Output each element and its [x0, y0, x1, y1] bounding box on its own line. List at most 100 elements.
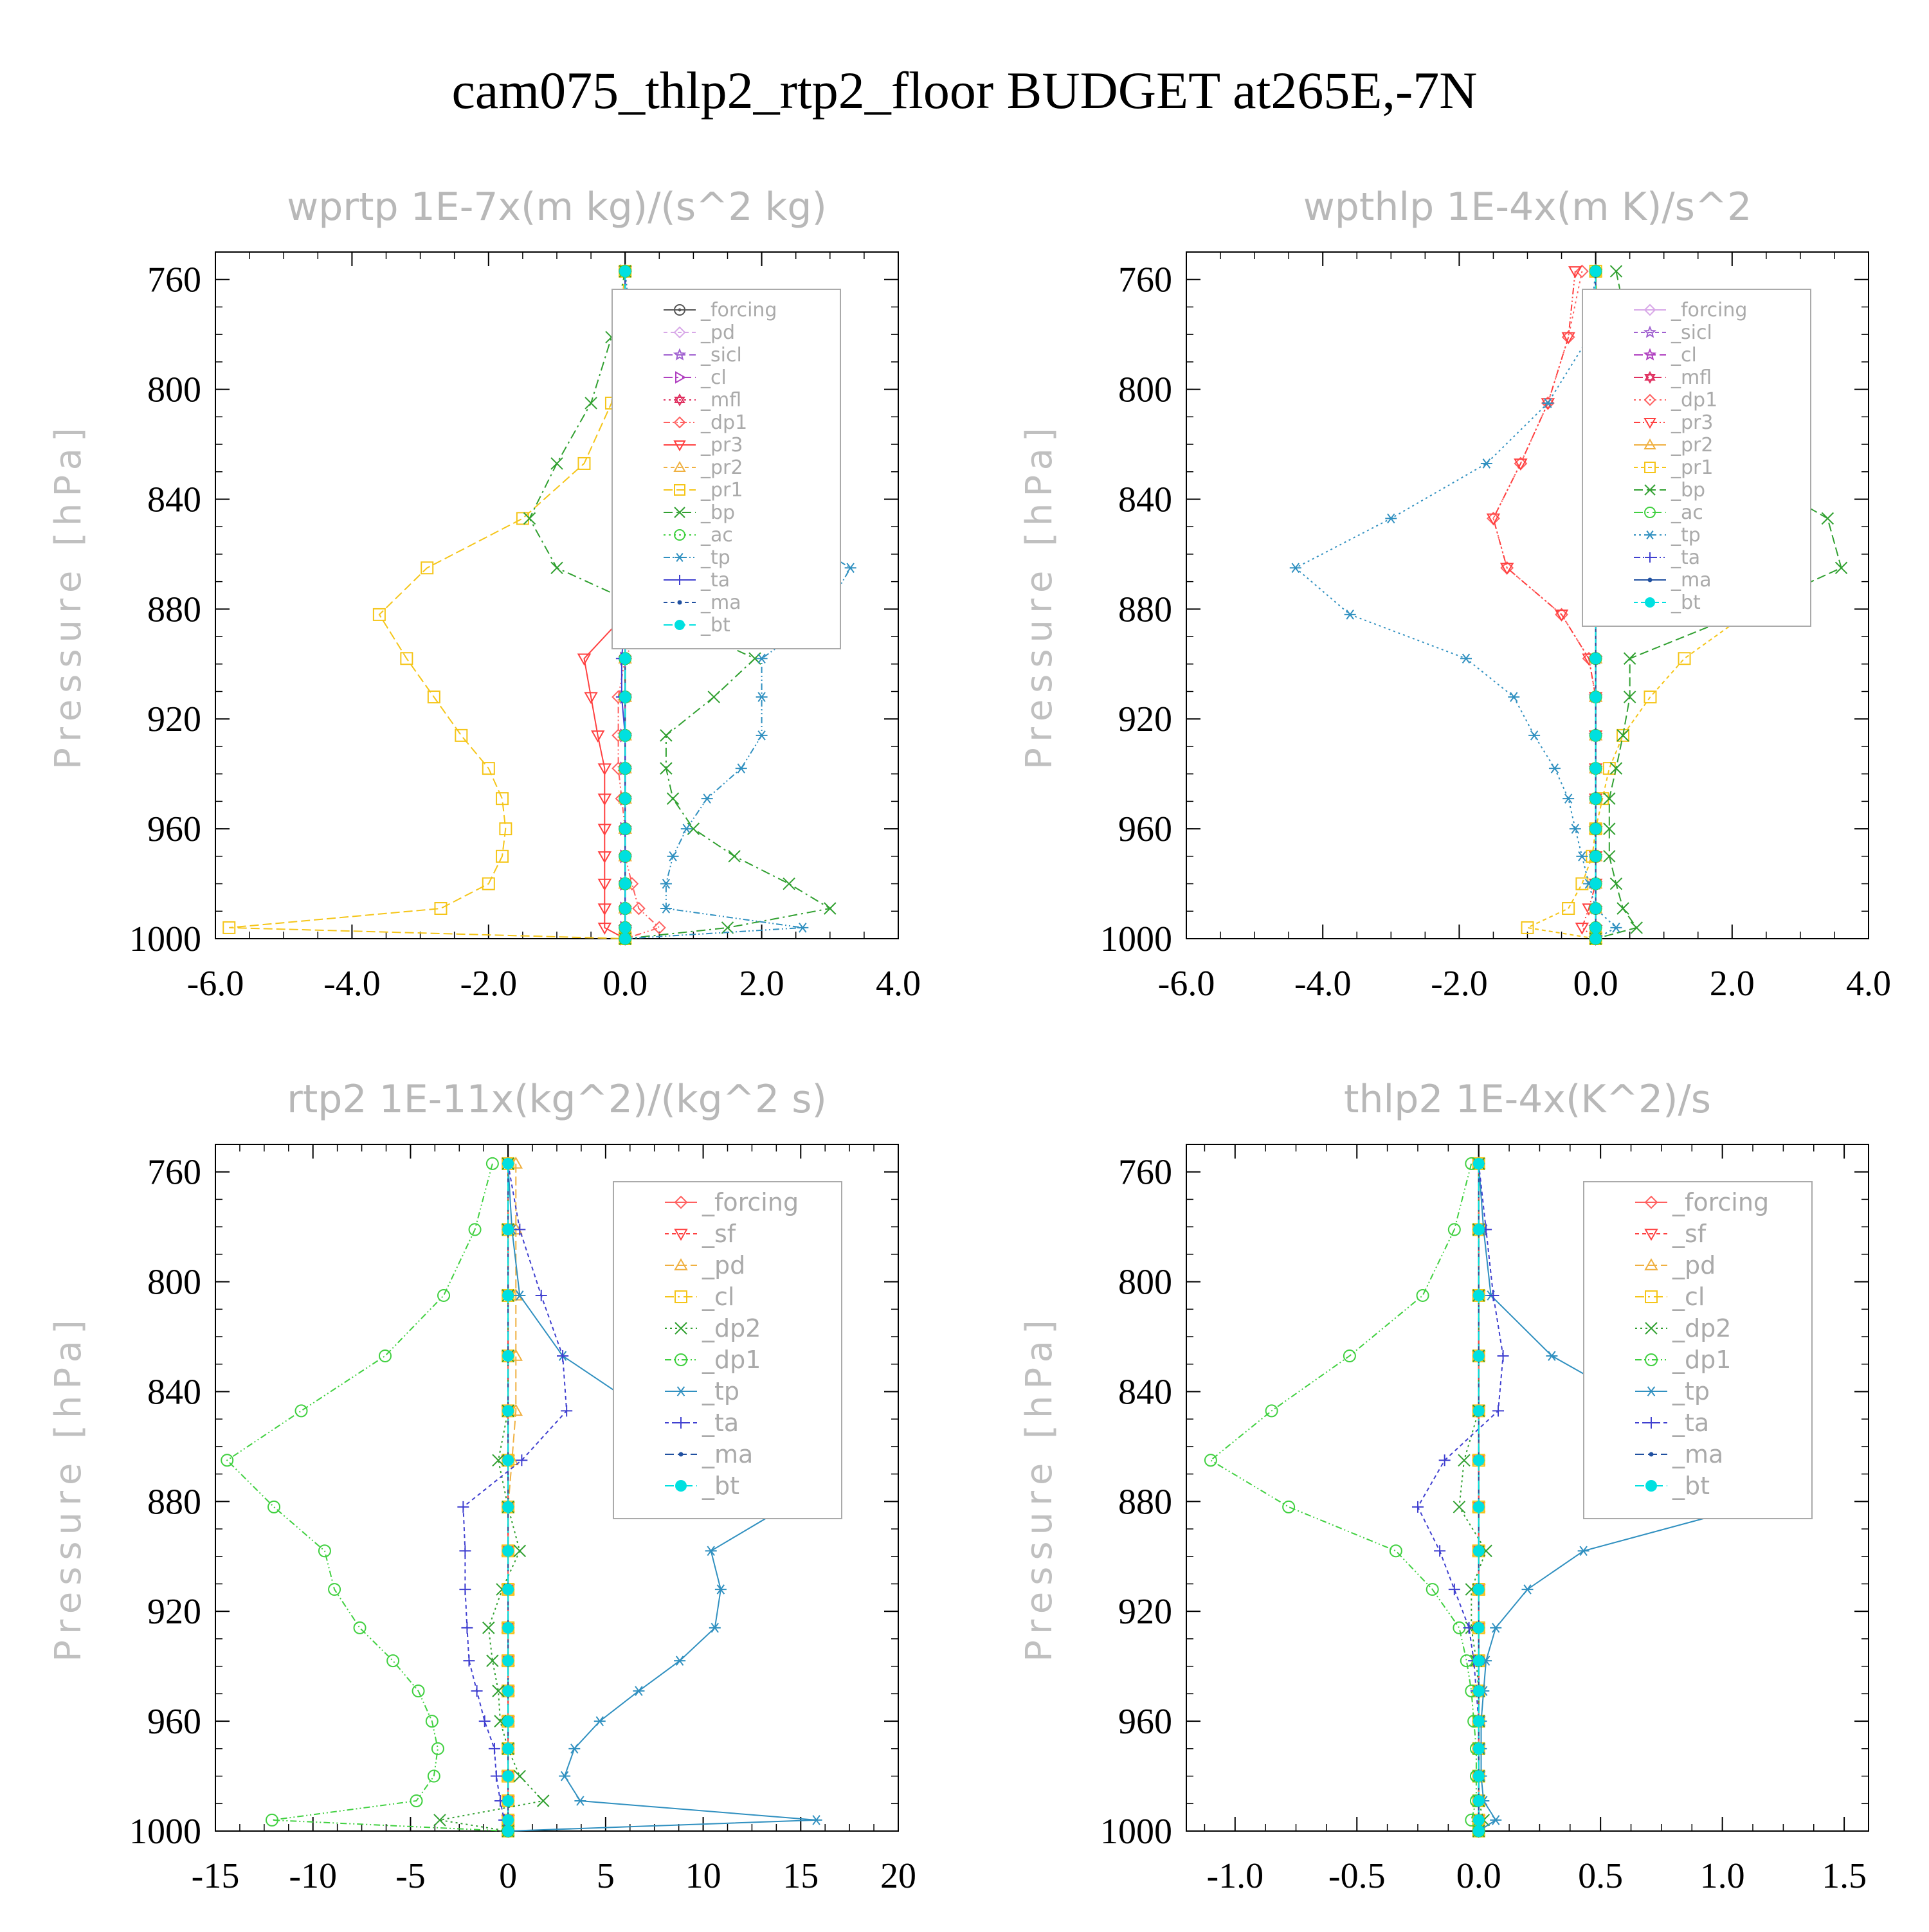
- legend-marker: [674, 1258, 688, 1270]
- data-point: [267, 1500, 281, 1513]
- legend-label: _forcing: [1672, 1188, 1769, 1216]
- y-tick-label: 840: [1118, 480, 1172, 519]
- y-tick-label: 960: [1118, 1702, 1172, 1742]
- legend-label: _tp: [702, 1377, 739, 1405]
- data-point: [1602, 762, 1616, 775]
- data-point: [1548, 763, 1561, 773]
- legend-marker: [675, 1417, 687, 1429]
- legend-label: _pr1: [700, 479, 743, 501]
- data-point: [502, 1814, 514, 1826]
- data-point: [1521, 921, 1534, 934]
- x-tick-label: 4.0: [876, 964, 921, 1004]
- data-point: [756, 653, 768, 664]
- legend-label: _pr3: [1671, 411, 1713, 434]
- data-point: [1528, 730, 1541, 741]
- legend-marker: [675, 620, 685, 630]
- series-line: [226, 1163, 509, 1832]
- data-point: [378, 1349, 392, 1362]
- data-point: [619, 793, 631, 805]
- data-point: [502, 1795, 514, 1807]
- data-point: [1448, 1584, 1460, 1596]
- series-line: [1294, 271, 1618, 939]
- data-point: [1499, 563, 1514, 575]
- legend-item: _pd: [1635, 1251, 1716, 1279]
- data-point: [468, 1223, 482, 1236]
- x-tick-label: 4.0: [1846, 964, 1891, 1004]
- data-point: [427, 691, 440, 704]
- data-point: [1472, 1795, 1485, 1807]
- legend-label: _dp1: [702, 1346, 761, 1374]
- data-point: [1472, 1405, 1485, 1417]
- y-tick-label: 800: [147, 370, 201, 410]
- legend-item: _bp: [1634, 479, 1705, 501]
- x-tick-label: -0.5: [1328, 1856, 1386, 1896]
- data-point: [1472, 1584, 1485, 1596]
- series-dp1: [1204, 1157, 1485, 1837]
- data-point: [410, 1794, 423, 1808]
- legend-box: [1582, 289, 1811, 627]
- legend-item: _tp: [665, 1377, 739, 1405]
- data-point: [502, 1223, 514, 1236]
- data-point: [1617, 728, 1630, 742]
- data-point: [1385, 513, 1397, 524]
- data-point: [1472, 1655, 1485, 1667]
- data-point: [1589, 265, 1602, 277]
- data-point: [1472, 1223, 1485, 1236]
- legend-item: _pr1: [664, 479, 743, 501]
- data-point: [1434, 1545, 1446, 1557]
- legend-item: _mfl: [664, 389, 741, 411]
- data-point: [1472, 1814, 1485, 1826]
- data-point: [701, 793, 713, 804]
- data-point: [265, 1813, 278, 1827]
- legend-marker: [1645, 597, 1655, 608]
- data-point: [1204, 1454, 1217, 1467]
- data-point: [516, 1454, 528, 1467]
- series-line: [439, 1163, 545, 1832]
- legend-item: _dp1: [1635, 1346, 1731, 1374]
- data-point: [709, 1623, 721, 1633]
- legend-item: _bt: [1634, 591, 1701, 614]
- chart-panel-3: 760 800 840 880 920 960 1000-15 -10 -5 0 5 10 15 20 rt…: [48, 1077, 916, 1896]
- x-tick-label: 20: [880, 1856, 916, 1896]
- legend-marker: [1645, 1480, 1657, 1492]
- y-tick-label: 960: [1118, 809, 1172, 849]
- data-point: [1603, 822, 1616, 835]
- data-point: [459, 1545, 471, 1557]
- data-point: [488, 1742, 500, 1755]
- data-point: [427, 1769, 440, 1783]
- data-point: [597, 824, 612, 836]
- data-point: [502, 1685, 514, 1697]
- y-tick-label: 840: [1118, 1372, 1172, 1412]
- data-point: [1589, 933, 1602, 944]
- data-point: [1453, 1501, 1466, 1513]
- data-point: [660, 762, 673, 775]
- data-point: [490, 1770, 502, 1782]
- data-point: [1589, 850, 1602, 862]
- data-point: [502, 1545, 514, 1557]
- data-point: [496, 849, 509, 863]
- legend-marker: [1644, 438, 1656, 449]
- data-point: [584, 692, 598, 705]
- legend-item: _ta: [1635, 1409, 1709, 1437]
- legend-marker: [677, 600, 682, 605]
- data-point: [502, 1715, 514, 1728]
- legend-item: _dp2: [1635, 1314, 1731, 1342]
- data-point: [1472, 1685, 1485, 1697]
- data-point: [660, 903, 672, 914]
- data-point: [1609, 762, 1623, 775]
- legend-label: _forcing: [700, 299, 777, 321]
- data-point: [633, 1686, 645, 1696]
- legend-label: _sicl: [700, 344, 742, 366]
- legend-marker: [1643, 348, 1657, 361]
- data-point: [412, 1684, 425, 1698]
- data-point: [400, 652, 413, 665]
- data-point: [1541, 398, 1555, 410]
- chart-panel-4: 760 800 840 880 920 960 1000 -1.0 -0.5 0.0 0.5 1.0 1…: [1019, 1077, 1869, 1896]
- data-point: [619, 729, 631, 741]
- data-point: [590, 730, 605, 743]
- legend-item: _ta: [664, 569, 730, 591]
- data-point: [425, 1715, 439, 1728]
- data-point: [1472, 1770, 1485, 1782]
- data-point: [1562, 793, 1575, 804]
- legend-item: _forcing: [665, 1188, 799, 1216]
